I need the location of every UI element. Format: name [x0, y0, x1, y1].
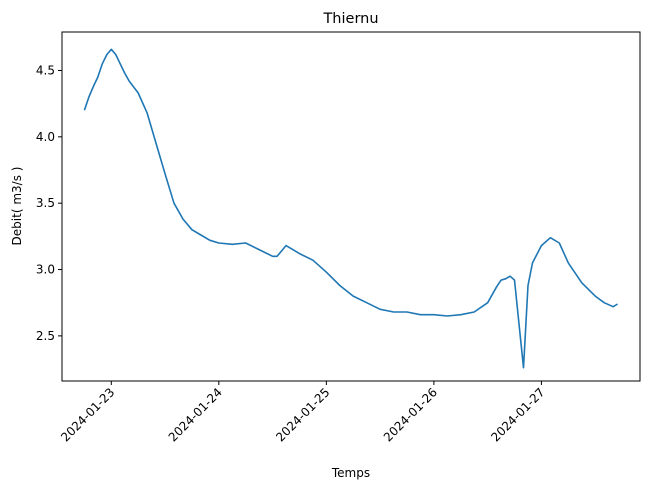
y-tick-label: 4.5 [36, 63, 55, 77]
y-tick-label: 4.0 [36, 130, 55, 144]
plot-frame [61, 31, 641, 382]
y-axis: 2.5 3.0 3.5 4.0 4.5 [36, 63, 62, 343]
x-axis-title: Temps [331, 466, 370, 480]
y-tick-label: 3.5 [36, 196, 55, 210]
chart-title: Thiernu [322, 11, 378, 27]
series-layer [83, 48, 619, 369]
y-tick-label: 2.5 [36, 329, 55, 343]
series-line [83, 48, 619, 369]
y-tick-label: 3.0 [36, 263, 55, 277]
y-axis-title: Debit( m3/s ) [10, 167, 24, 246]
